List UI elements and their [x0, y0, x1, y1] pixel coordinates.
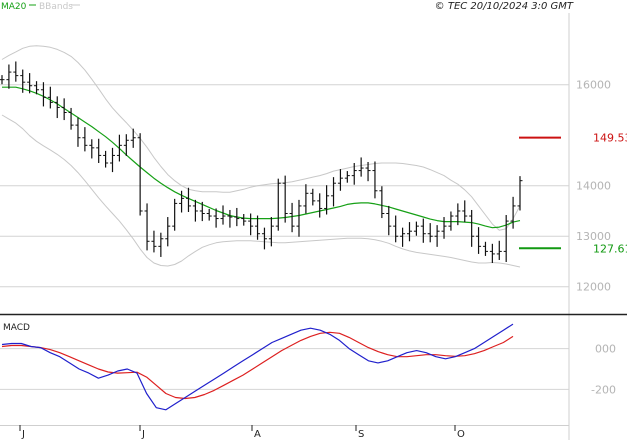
y-tick-label-main: 13000: [576, 230, 611, 243]
legend-bbands: BBands: [39, 2, 73, 12]
legend-ma20: MA20: [1, 2, 27, 12]
y-tick-label-macd: -200: [591, 383, 616, 396]
y-tick-label-macd: 000: [595, 343, 616, 356]
bbands-layer: [1, 45, 521, 268]
x-tick-label: J: [141, 429, 145, 440]
grid-layer: 16000 14000 13000 12000: [0, 79, 611, 294]
bbands-upper-line: [1, 45, 521, 231]
signal-line: [1, 331, 514, 400]
macd-panel-label: MACD: [3, 323, 30, 333]
x-tick-label: A: [254, 429, 261, 440]
ma20-layer: [2, 86, 521, 229]
x-tick-label: J: [21, 429, 25, 440]
y-tick-label-main: 12000: [576, 281, 611, 294]
support-label: 127.61: [593, 242, 627, 255]
copyright-text: © TEC 20/10/2024 3:0 GMT: [435, 1, 574, 12]
x-tick-label: O: [457, 429, 465, 440]
levels-layer: 149.53 127.61: [519, 132, 627, 255]
price-bars-layer: [0, 61, 523, 264]
y-tick-label-main: 14000: [576, 180, 611, 193]
ma20-line: [2, 86, 521, 229]
x-tick-label: S: [358, 429, 364, 440]
bbands-lower-line: [1, 114, 521, 268]
macd-layer: 000 -200: [0, 323, 616, 411]
y-tick-label-main: 16000: [576, 79, 611, 92]
resistance-label: 149.53: [593, 132, 627, 145]
macd-line: [1, 323, 514, 411]
